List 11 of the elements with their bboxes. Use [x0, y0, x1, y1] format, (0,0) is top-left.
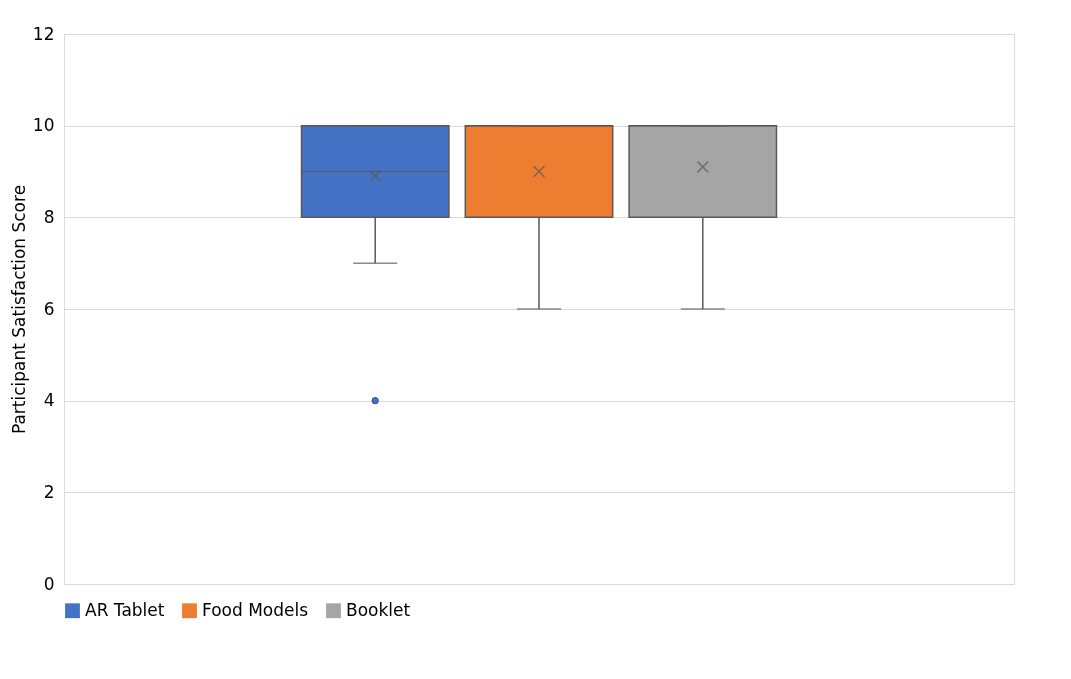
- y-axis-title: Participant Satisfaction Score: [8, 184, 29, 435]
- y-tick-label: 6: [43, 298, 55, 319]
- y-tick-label: 0: [43, 573, 55, 594]
- legend-label: Food Models: [202, 599, 309, 620]
- y-tick-label: 10: [32, 115, 55, 136]
- y-tick-label: 12: [32, 23, 55, 44]
- legend-label: Booklet: [346, 599, 411, 620]
- y-tick-label: 4: [43, 390, 55, 411]
- y-tick-label: 2: [43, 481, 55, 502]
- legend-label: AR Tablet: [85, 599, 165, 620]
- y-tick-label: 8: [43, 206, 55, 227]
